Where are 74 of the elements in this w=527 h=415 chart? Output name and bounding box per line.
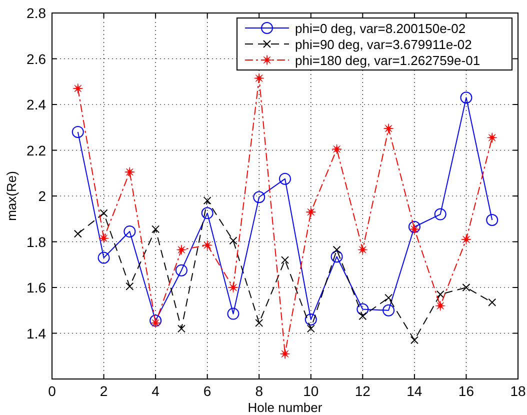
point xyxy=(255,318,264,327)
point xyxy=(176,244,186,255)
point xyxy=(460,92,472,104)
point xyxy=(227,308,240,320)
point xyxy=(280,348,290,359)
point xyxy=(332,144,342,154)
point xyxy=(229,236,238,245)
point xyxy=(126,282,134,290)
point xyxy=(306,206,316,218)
y-tick-label: 2.4 xyxy=(26,96,46,112)
legend-label: phi=0 deg, var=8.200150e-02 xyxy=(295,21,466,36)
x-tick-label: 14 xyxy=(406,383,422,399)
point xyxy=(177,324,186,333)
point xyxy=(330,250,343,263)
y-tick-label: 2.8 xyxy=(26,5,46,21)
point xyxy=(279,172,291,185)
point xyxy=(201,207,214,220)
point xyxy=(384,294,393,302)
point xyxy=(98,252,110,264)
point xyxy=(461,234,472,245)
y-tick-label: 2.2 xyxy=(26,142,46,158)
point xyxy=(98,233,109,244)
x-axis-title: Hole number xyxy=(248,400,323,415)
point xyxy=(124,166,135,178)
point xyxy=(150,318,161,328)
point xyxy=(356,303,369,316)
point xyxy=(254,73,264,84)
point xyxy=(486,214,498,226)
point xyxy=(281,256,289,264)
y-tick-label: 1.6 xyxy=(26,280,46,296)
point xyxy=(100,209,108,218)
x-tick-label: 4 xyxy=(152,383,160,399)
point xyxy=(434,208,446,220)
x-tick-label: 16 xyxy=(458,383,474,399)
point xyxy=(202,240,212,250)
y-tick-label: 1.8 xyxy=(26,234,46,250)
point xyxy=(358,312,367,320)
point xyxy=(72,126,84,138)
point xyxy=(74,230,82,238)
point xyxy=(462,284,470,292)
point xyxy=(306,324,315,333)
point xyxy=(409,224,420,234)
point xyxy=(124,225,136,238)
legend-label: phi=90 deg, var=3.679911e-02 xyxy=(295,37,472,52)
x-tick-label: 8 xyxy=(255,383,264,399)
y-tick-label: 1.4 xyxy=(26,325,46,342)
point xyxy=(410,336,418,344)
x-tick-label: 6 xyxy=(203,383,212,399)
point xyxy=(253,191,266,204)
point xyxy=(332,246,341,254)
y-tick-label: 2.6 xyxy=(26,50,46,67)
point xyxy=(382,304,395,316)
point xyxy=(152,225,160,234)
point xyxy=(304,314,317,326)
point xyxy=(175,264,188,276)
x-tick-label: 18 xyxy=(510,383,526,399)
point xyxy=(436,290,444,298)
point xyxy=(488,298,496,306)
y-tick-label: 2 xyxy=(38,188,46,204)
point xyxy=(358,244,368,255)
point xyxy=(203,196,212,205)
x-tick-label: 0 xyxy=(48,383,56,399)
point xyxy=(384,123,394,134)
y-axis-title: max(Re) xyxy=(4,171,19,221)
point xyxy=(408,220,420,233)
point xyxy=(72,83,83,94)
point xyxy=(150,314,162,327)
point xyxy=(487,132,498,143)
x-tick-label: 2 xyxy=(100,383,108,399)
point xyxy=(228,282,238,293)
x-tick-label: 12 xyxy=(354,383,371,399)
legend-label: phi=180 deg, var=1.262759e-01 xyxy=(295,53,480,68)
point xyxy=(435,300,446,311)
x-tick-label: 10 xyxy=(303,383,319,399)
